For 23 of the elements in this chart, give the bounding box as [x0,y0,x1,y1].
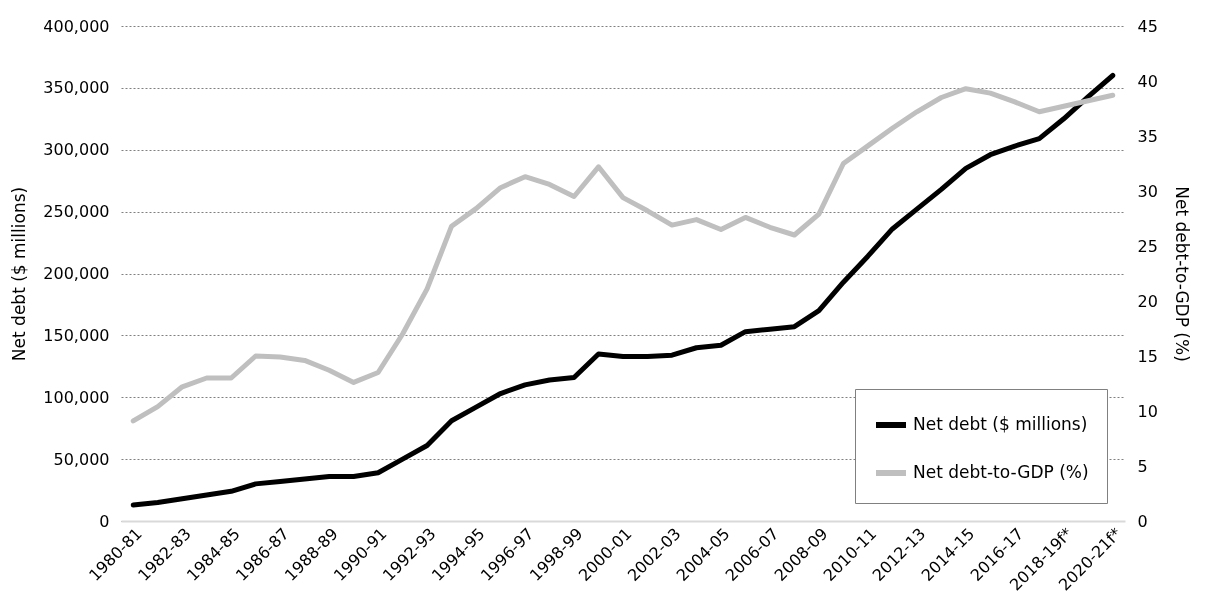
y2-tick-label: 40 [1137,71,1158,91]
y2-tick-label: 0 [1137,511,1148,531]
y-tick-label: 200,000 [43,264,110,283]
y-axis-title: Net debt ($ millions) [9,186,30,362]
y2-tick-label: 10 [1137,401,1158,421]
y-tick-label: 0 [99,511,110,531]
y-tick-label: 300,000 [43,140,110,160]
y-tick-label: 250,000 [43,202,110,222]
y2-tick-label: 45 [1137,16,1158,36]
y2-tick-label: 15 [1137,346,1158,366]
y2-tick-label: 20 [1137,291,1158,311]
y2-tick-label: 30 [1137,181,1158,201]
legend-label: Net debt ($ millions) [913,414,1088,434]
y2-axis-title: Net debt-to-GDP (%) [1171,186,1192,362]
y-tick-label: 150,000 [43,325,110,345]
y2-tick-label: 35 [1137,126,1158,146]
y-tick-label: 400,000 [43,16,110,36]
legend-label: Net debt-to-GDP (%) [913,462,1089,482]
y-tick-label: 50,000 [53,449,110,469]
y-tick-label: 100,000 [43,387,110,407]
y-tick-label: 350,000 [43,78,110,98]
y2-tick-label: 25 [1137,236,1158,256]
y2-tick-label: 5 [1137,456,1148,476]
